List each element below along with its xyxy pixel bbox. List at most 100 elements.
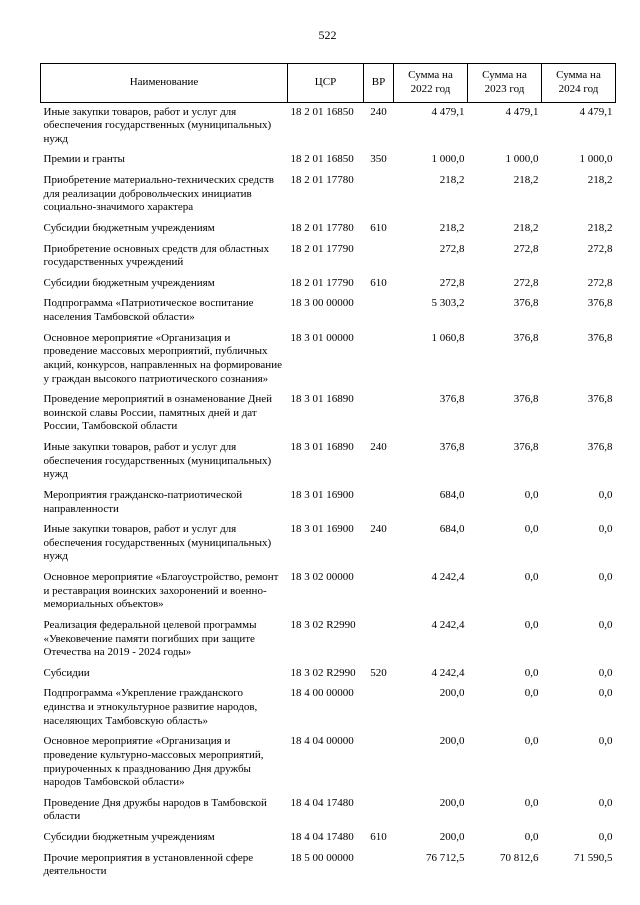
row-name: Основное мероприятие «Организация и пров… — [43, 735, 264, 789]
row-sum-2022: 200,0 — [439, 831, 465, 843]
row-vr — [364, 390, 394, 438]
table-row: Иные закупки товаров, работ и услуг для … — [41, 520, 616, 568]
row-sum-2023: 218,2 — [513, 174, 539, 186]
row-csr: 18 2 01 17790 — [290, 276, 354, 289]
row-csr: 18 2 01 17790 — [290, 242, 354, 255]
row-sum-2023: 4 479,1 — [505, 105, 539, 118]
row-sum-2023: 0,0 — [524, 618, 539, 631]
row-sum-2022: 1 000,0 — [431, 153, 465, 166]
row-sum-2022: 4 242,4 — [431, 666, 465, 679]
row-sum-2024: 376,8 — [587, 441, 613, 453]
table-row: Субсидии бюджетным учреждениям 18 2 01 1… — [41, 219, 616, 240]
row-sum-2024: 0,0 — [598, 523, 613, 536]
row-csr: 18 3 01 16890 — [290, 441, 354, 453]
table-row: Иные закупки товаров, работ и услуг для … — [41, 102, 616, 150]
row-sum-2023: 218,2 — [513, 221, 539, 234]
row-sum-2023: 0,0 — [524, 735, 539, 748]
row-sum-2022: 272,8 — [439, 242, 465, 255]
row-sum-2022: 4 242,4 — [431, 571, 465, 583]
row-sum-2023: 376,8 — [513, 331, 539, 344]
row-sum-2022: 218,2 — [439, 221, 465, 234]
row-sum-2024: 0,0 — [598, 571, 613, 583]
table-row: Основное мероприятие «Благоустройство, р… — [41, 568, 616, 616]
table-row: Проведение Дня дружбы народов в Тамбовск… — [41, 794, 616, 828]
table-row: Приобретение основных средств для област… — [41, 240, 616, 274]
row-sum-2023: 70 812,6 — [500, 851, 539, 864]
row-vr: 520 — [370, 666, 387, 679]
table-row: Субсидии 18 3 02 R2990 520 4 242,4 0,0 0… — [41, 664, 616, 685]
table-row: Премии и гранты 18 2 01 16850 350 1 000,… — [41, 150, 616, 171]
row-name: Подпрограмма «Патриотическое воспитание … — [43, 297, 254, 323]
row-vr: 610 — [370, 221, 387, 234]
row-name: Премии и гранты — [43, 153, 125, 166]
row-sum-2024: 0,0 — [598, 618, 613, 631]
row-vr — [364, 794, 394, 828]
row-vr — [364, 171, 394, 219]
row-name: Проведение мероприятий в ознаменование Д… — [43, 393, 273, 433]
row-sum-2023: 0,0 — [524, 488, 539, 501]
row-sum-2023: 1 000,0 — [505, 153, 539, 166]
row-sum-2022: 200,0 — [439, 687, 465, 700]
row-sum-2023: 0,0 — [524, 666, 539, 679]
row-vr — [364, 329, 394, 391]
row-sum-2022: 4 242,4 — [431, 618, 465, 631]
row-csr: 18 3 02 00000 — [290, 571, 354, 583]
table-row: Проведение мероприятий в ознаменование Д… — [41, 390, 616, 438]
row-sum-2022: 684,0 — [439, 523, 465, 536]
row-vr — [364, 849, 394, 883]
row-name: Мероприятия гражданско-патриотической на… — [43, 488, 243, 515]
column-header-sum-2024: Сумма на 2024 год — [541, 63, 616, 103]
row-csr: 18 2 01 17780 — [290, 174, 354, 186]
row-vr: 610 — [370, 831, 387, 843]
row-sum-2022: 1 060,8 — [431, 331, 465, 344]
row-csr: 18 4 00 00000 — [290, 687, 354, 700]
row-sum-2024: 0,0 — [598, 488, 613, 501]
row-sum-2022: 76 712,5 — [426, 851, 465, 864]
row-name: Субсидии бюджетным учреждениям — [43, 221, 215, 234]
row-sum-2022: 218,2 — [439, 174, 465, 186]
row-name: Иные закупки товаров, работ и услуг для … — [43, 441, 272, 481]
row-csr: 18 2 01 17780 — [290, 221, 354, 234]
row-sum-2024: 376,8 — [587, 331, 613, 344]
row-sum-2022: 376,8 — [439, 393, 465, 406]
row-sum-2023: 0,0 — [524, 571, 539, 583]
row-csr: 18 2 01 16850 — [290, 153, 354, 166]
table-row: Субсидии бюджетным учреждениям 18 2 01 1… — [41, 274, 616, 295]
row-name: Иные закупки товаров, работ и услуг для … — [43, 105, 272, 145]
row-name: Субсидии бюджетным учреждениям — [43, 831, 215, 843]
budget-table: Наименование ЦСР ВР Сумма на 2022 год Су… — [40, 63, 616, 883]
row-sum-2022: 200,0 — [439, 735, 465, 748]
table-row: Мероприятия гражданско-патриотической на… — [41, 486, 616, 520]
row-csr: 18 4 04 00000 — [290, 735, 354, 748]
row-csr: 18 3 01 16900 — [290, 523, 354, 536]
row-csr: 18 3 01 16900 — [290, 488, 354, 501]
row-sum-2023: 0,0 — [524, 831, 539, 843]
row-sum-2022: 200,0 — [439, 796, 465, 809]
row-sum-2022: 5 303,2 — [431, 297, 465, 310]
row-vr — [364, 684, 394, 732]
table-header-row: Наименование ЦСР ВР Сумма на 2022 год Су… — [40, 63, 616, 103]
row-sum-2024: 0,0 — [598, 796, 613, 809]
column-header-sum-2022: Сумма на 2022 год — [393, 63, 468, 103]
column-header-name: Наименование — [40, 63, 288, 103]
row-name: Приобретение материально-технических сре… — [43, 174, 274, 214]
row-name: Субсидии — [43, 666, 90, 679]
row-csr: 18 2 01 16850 — [290, 105, 354, 118]
row-name: Приобретение основных средств для област… — [43, 242, 270, 269]
table-row: Приобретение материально-технических сре… — [41, 171, 616, 219]
row-sum-2022: 376,8 — [439, 441, 465, 453]
row-name: Проведение Дня дружбы народов в Тамбовск… — [43, 796, 267, 823]
row-sum-2024: 71 590,5 — [574, 851, 613, 864]
table-row: Субсидии бюджетным учреждениям 18 4 04 1… — [41, 828, 616, 849]
table-row: Основное мероприятие «Организация и пров… — [41, 329, 616, 391]
row-name: Реализация федеральной целевой программы… — [43, 618, 257, 659]
row-vr: 240 — [370, 441, 387, 453]
row-vr: 350 — [370, 153, 387, 166]
row-vr: 240 — [370, 105, 387, 118]
row-vr — [364, 568, 394, 616]
row-sum-2024: 376,8 — [587, 393, 613, 406]
table-row: Прочие мероприятия в установленной сфере… — [41, 849, 616, 883]
row-sum-2024: 218,2 — [587, 174, 613, 186]
row-sum-2024: 272,8 — [587, 276, 613, 289]
table-row: Подпрограмма «Патриотическое воспитание … — [41, 294, 616, 328]
